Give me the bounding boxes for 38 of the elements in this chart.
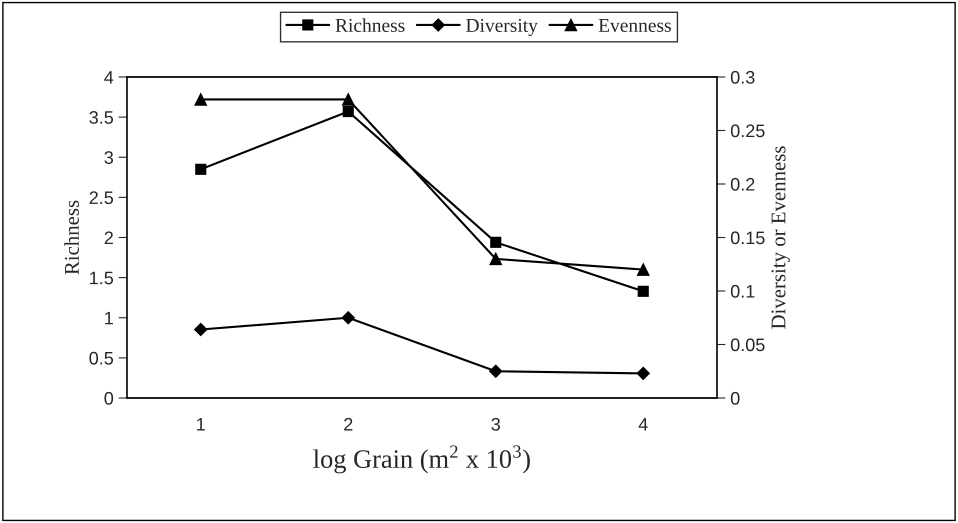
y2-tick-label: 0.2 [730, 178, 754, 191]
y-tick-label: 3.5 [89, 111, 114, 124]
y2-tick-label: 0.1 [730, 284, 754, 298]
point [637, 263, 650, 276]
x-tick-label: 2 [344, 418, 352, 431]
x-tick-label: 4 [638, 418, 648, 431]
y-tick-label: 4 [104, 71, 114, 84]
point [195, 164, 206, 175]
point [636, 366, 650, 380]
y-axis-title: Richness [64, 200, 79, 275]
y2-tick-label: 0.25 [730, 124, 765, 138]
y-tick-label: 2 [104, 231, 113, 244]
x-tick-label: 1 [197, 418, 205, 431]
point [490, 236, 502, 248]
x-axis-title: log Grain (m$^{2}$ x 10$^{3}$) [313, 445, 530, 474]
y2-tick-label: 0 [730, 392, 740, 405]
point [342, 311, 355, 324]
point [194, 93, 207, 106]
y2-tick-label: 0.3 [730, 70, 754, 84]
point [342, 93, 354, 106]
point [194, 322, 208, 336]
y-tick-label: 0 [104, 392, 114, 405]
x-tick-label: 3 [491, 418, 500, 431]
y2-axis-title: Diversity or Evenness [771, 146, 790, 329]
y2-tick-label: 0.05 [730, 338, 765, 352]
y-tick-label: 3 [104, 151, 114, 164]
point [490, 252, 502, 266]
legend-label: Diversity [466, 18, 538, 36]
y-tick-label: 2.5 [90, 191, 114, 204]
y-tick-label: 1 [105, 312, 113, 324]
legend-label: Richness [336, 18, 405, 32]
y-tick-label: 1.5 [90, 272, 114, 284]
y-tick-label: 0.5 [89, 352, 114, 365]
point [638, 286, 649, 297]
point [342, 106, 354, 118]
y2-tick-label: 0.15 [730, 231, 765, 244]
legend-label: Evenness [598, 19, 671, 32]
point [489, 364, 502, 378]
